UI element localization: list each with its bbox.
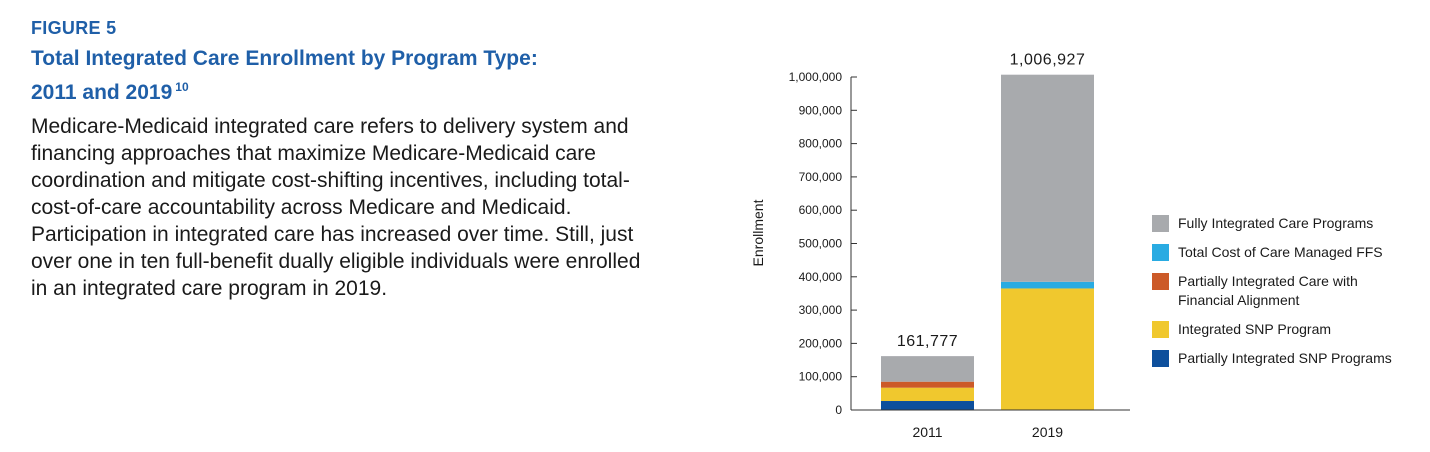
- y-tick-label-8: 800,000: [799, 137, 843, 151]
- legend-item-0: Fully Integrated Care Programs: [1152, 214, 1392, 233]
- x-tick-label-2011: 2011: [912, 424, 942, 440]
- legend-label-1: Total Cost of Care Managed FFS: [1178, 244, 1383, 260]
- y-axis-label: Enrollment: [750, 199, 766, 266]
- bar-segment-2011-1: [881, 387, 974, 402]
- legend-item-2: Partially Integrated Care with Financial …: [1152, 272, 1392, 310]
- legend-swatch-4: [1152, 350, 1169, 367]
- legend-item-3: Integrated SNP Program: [1152, 320, 1392, 339]
- y-tick-label-4: 400,000: [799, 270, 843, 284]
- body-paragraph: Medicare-Medicaid integrated care refers…: [31, 115, 641, 300]
- figure-title-line1: Total Integrated Care Enrollment by Prog…: [31, 47, 538, 70]
- bar-segment-2019-3: [1001, 281, 1094, 289]
- legend-item-1: Total Cost of Care Managed FFS: [1152, 243, 1392, 262]
- text-panel: FIGURE 5 Total Integrated Care Enrollmen…: [31, 18, 641, 302]
- legend-label-3: Integrated SNP Program: [1178, 321, 1332, 337]
- figure-title: Total Integrated Care Enrollment by Prog…: [31, 45, 641, 107]
- y-tick-label-6: 600,000: [799, 203, 843, 217]
- legend-label-4: Partially Integrated SNP Programs: [1178, 350, 1392, 366]
- y-tick-label-2: 200,000: [799, 336, 843, 350]
- y-tick-label-1: 100,000: [799, 370, 843, 384]
- y-tick-label-10: 1,000,000: [789, 70, 843, 84]
- chart-legend: Fully Integrated Care Programs Total Cost…: [1152, 214, 1392, 378]
- y-tick-label-5: 500,000: [799, 237, 843, 251]
- bar-segment-2019-4: [1001, 74, 1094, 282]
- y-tick-label-0: 0: [835, 403, 842, 417]
- legend-item-4: Partially Integrated SNP Programs: [1152, 349, 1392, 368]
- footnote-marker: 10: [175, 80, 189, 94]
- y-tick-label-3: 300,000: [799, 303, 843, 317]
- bar-segment-2011-0: [881, 401, 974, 410]
- legend-swatch-0: [1152, 215, 1169, 232]
- total-label-2011: 161,777: [897, 333, 958, 350]
- legend-swatch-2: [1152, 273, 1169, 290]
- figure-label: FIGURE 5: [31, 18, 117, 38]
- x-tick-label-2019: 2019: [1032, 424, 1063, 440]
- legend-swatch-3: [1152, 321, 1169, 338]
- bar-segment-2011-4: [881, 356, 974, 382]
- total-label-2019: 1,006,927: [1010, 52, 1086, 69]
- bar-segment-2019-1: [1001, 288, 1094, 410]
- figure-title-line2: 2011 and 2019: [31, 81, 173, 104]
- legend-label-0: Fully Integrated Care Programs: [1178, 215, 1374, 231]
- bar-segment-2011-2: [881, 381, 974, 388]
- legend-swatch-1: [1152, 244, 1169, 261]
- y-tick-label-9: 900,000: [799, 103, 843, 117]
- y-tick-label-7: 700,000: [799, 170, 843, 184]
- legend-label-2: Partially Integrated Care with Financial …: [1178, 273, 1358, 308]
